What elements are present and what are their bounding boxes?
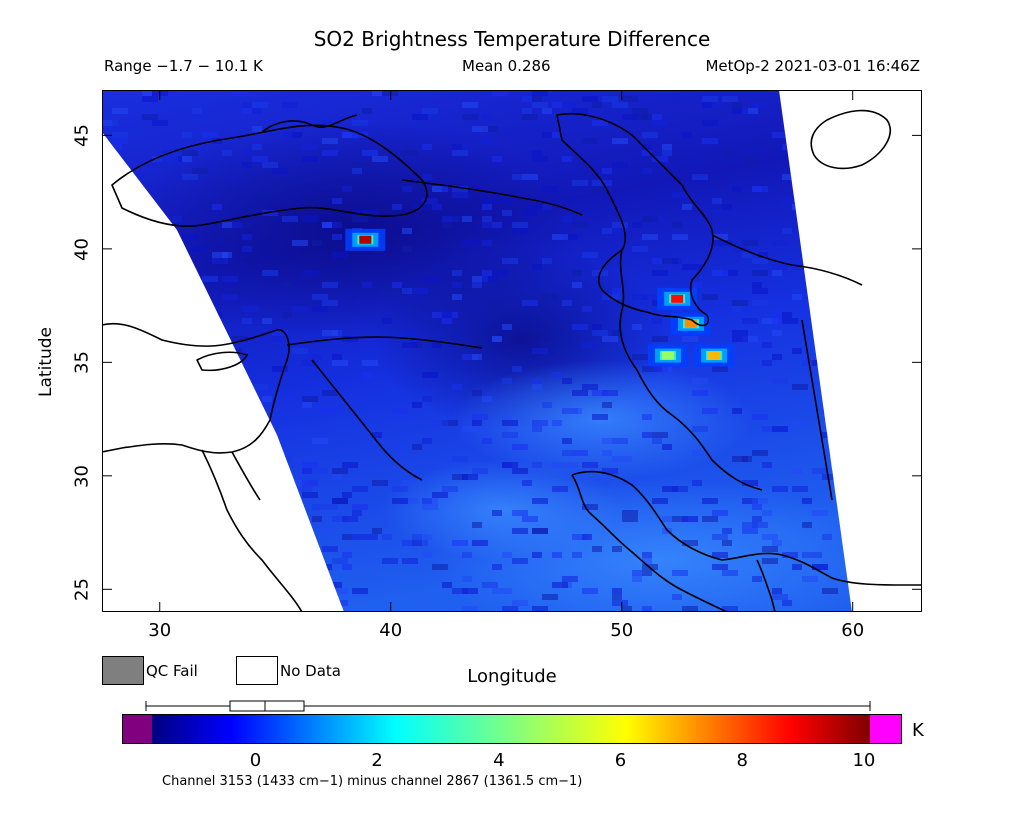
x-axis-label: Longitude [467,666,557,687]
satellite-time-label: MetOp-2 2021-03-01 16:46Z [705,57,920,75]
range-label: Range −1.7 − 10.1 K [104,57,263,75]
no-data-swatch [236,656,278,685]
x-tick-label: 60 [841,620,865,641]
colorbar-unit: K [912,720,924,741]
chart-title: SO2 Brightness Temperature Difference [313,27,711,51]
satellite-swath [102,90,852,612]
x-tick-label: 30 [148,620,172,641]
colorbar-tick-label: 0 [249,750,262,771]
coastlines [102,109,922,612]
colorbar-tick-label: 10 [852,750,876,771]
qc-fail-swatch [102,656,144,685]
colorbar [122,714,902,744]
y-tick-label: 25 [71,578,93,602]
x-tick-label: 40 [379,620,403,641]
y-tick-label: 35 [71,351,93,375]
so2-hotspot [671,294,684,303]
x-tick-label: 50 [610,620,634,641]
map-plot [102,90,922,612]
mean-label: Mean 0.286 [462,57,551,75]
so2-hotspot [661,351,674,360]
colorbar-tick-label: 6 [614,750,627,771]
y-tick-label: 30 [71,464,93,488]
channel-footnote: Channel 3153 (1433 cm−1) minus channel 2… [162,774,583,789]
y-axis-label: Latitude [36,327,56,397]
so2-hotspot [708,351,721,360]
colorbar-tick-label: 8 [736,750,748,771]
qc-fail-label: QC Fail [146,662,198,680]
colorbar-tick-label: 4 [493,750,505,771]
value-boxplot [145,700,871,712]
so2-hotspot [359,235,372,244]
so2-hotspot [685,319,698,328]
no-data-label: No Data [280,662,341,680]
colorbar-tick-label: 2 [371,750,383,771]
y-tick-label: 40 [71,237,93,261]
y-tick-label: 45 [71,124,93,148]
